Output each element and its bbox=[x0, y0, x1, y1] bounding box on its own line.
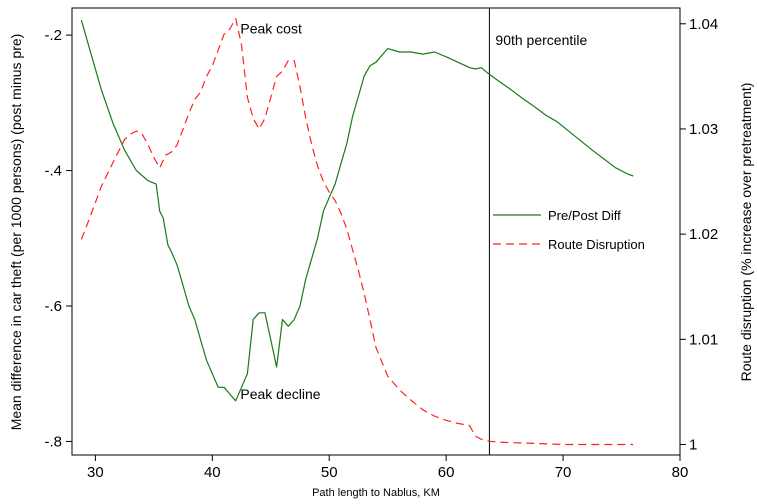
series-layer bbox=[80, 17, 634, 446]
plot-frame bbox=[71, 7, 681, 456]
x-tick-label: 80 bbox=[672, 464, 689, 481]
y-axis-right: 1 1.01 1.02 1.03 1.04 bbox=[680, 16, 718, 453]
y-axis-left-title: Mean difference in car theft (per 1000 p… bbox=[8, 34, 24, 431]
y-left-tick-label: -.4 bbox=[44, 163, 62, 180]
annotation-peak-decline: Peak decline bbox=[240, 386, 320, 402]
x-tick-label: 30 bbox=[87, 464, 104, 481]
y-right-tick-label: 1.04 bbox=[689, 16, 718, 33]
x-tick-label: 40 bbox=[204, 464, 221, 481]
x-tick-label: 50 bbox=[321, 464, 338, 481]
y-left-tick-label: -.2 bbox=[44, 27, 62, 44]
y-right-tick-label: 1.02 bbox=[689, 226, 718, 243]
y-left-tick-label: -.8 bbox=[44, 433, 62, 450]
annotations-layer: Peak cost Peak decline bbox=[240, 20, 320, 402]
percentile-reference-label: 90th percentile bbox=[495, 32, 587, 48]
legend: Pre/Post Diff Route Disruption bbox=[493, 208, 645, 252]
x-tick-label: 70 bbox=[555, 464, 572, 481]
y-right-tick-label: 1.01 bbox=[689, 331, 718, 348]
legend-label-route-disruption: Route Disruption bbox=[548, 237, 645, 252]
x-tick-label: 60 bbox=[438, 464, 455, 481]
series-line-route-disruption bbox=[80, 17, 634, 446]
y-axis-right-title: Route disruption (% increase over pretre… bbox=[738, 83, 754, 382]
annotation-peak-cost: Peak cost bbox=[240, 20, 302, 36]
y-right-tick-label: 1.03 bbox=[689, 121, 718, 138]
legend-label-pre-post-diff: Pre/Post Diff bbox=[548, 208, 621, 223]
series-line-pre-post-diff bbox=[80, 20, 634, 402]
reference-line-group: 90th percentile bbox=[488, 8, 587, 455]
y-axis-left: -.2 -.4 -.6 -.8 bbox=[44, 27, 72, 450]
y-left-tick-label: -.6 bbox=[44, 298, 62, 315]
y-right-tick-label: 1 bbox=[689, 436, 697, 453]
x-axis-title: Path length to Nablus, KM bbox=[312, 487, 440, 499]
x-axis: 30 40 50 60 70 80 bbox=[87, 455, 688, 481]
